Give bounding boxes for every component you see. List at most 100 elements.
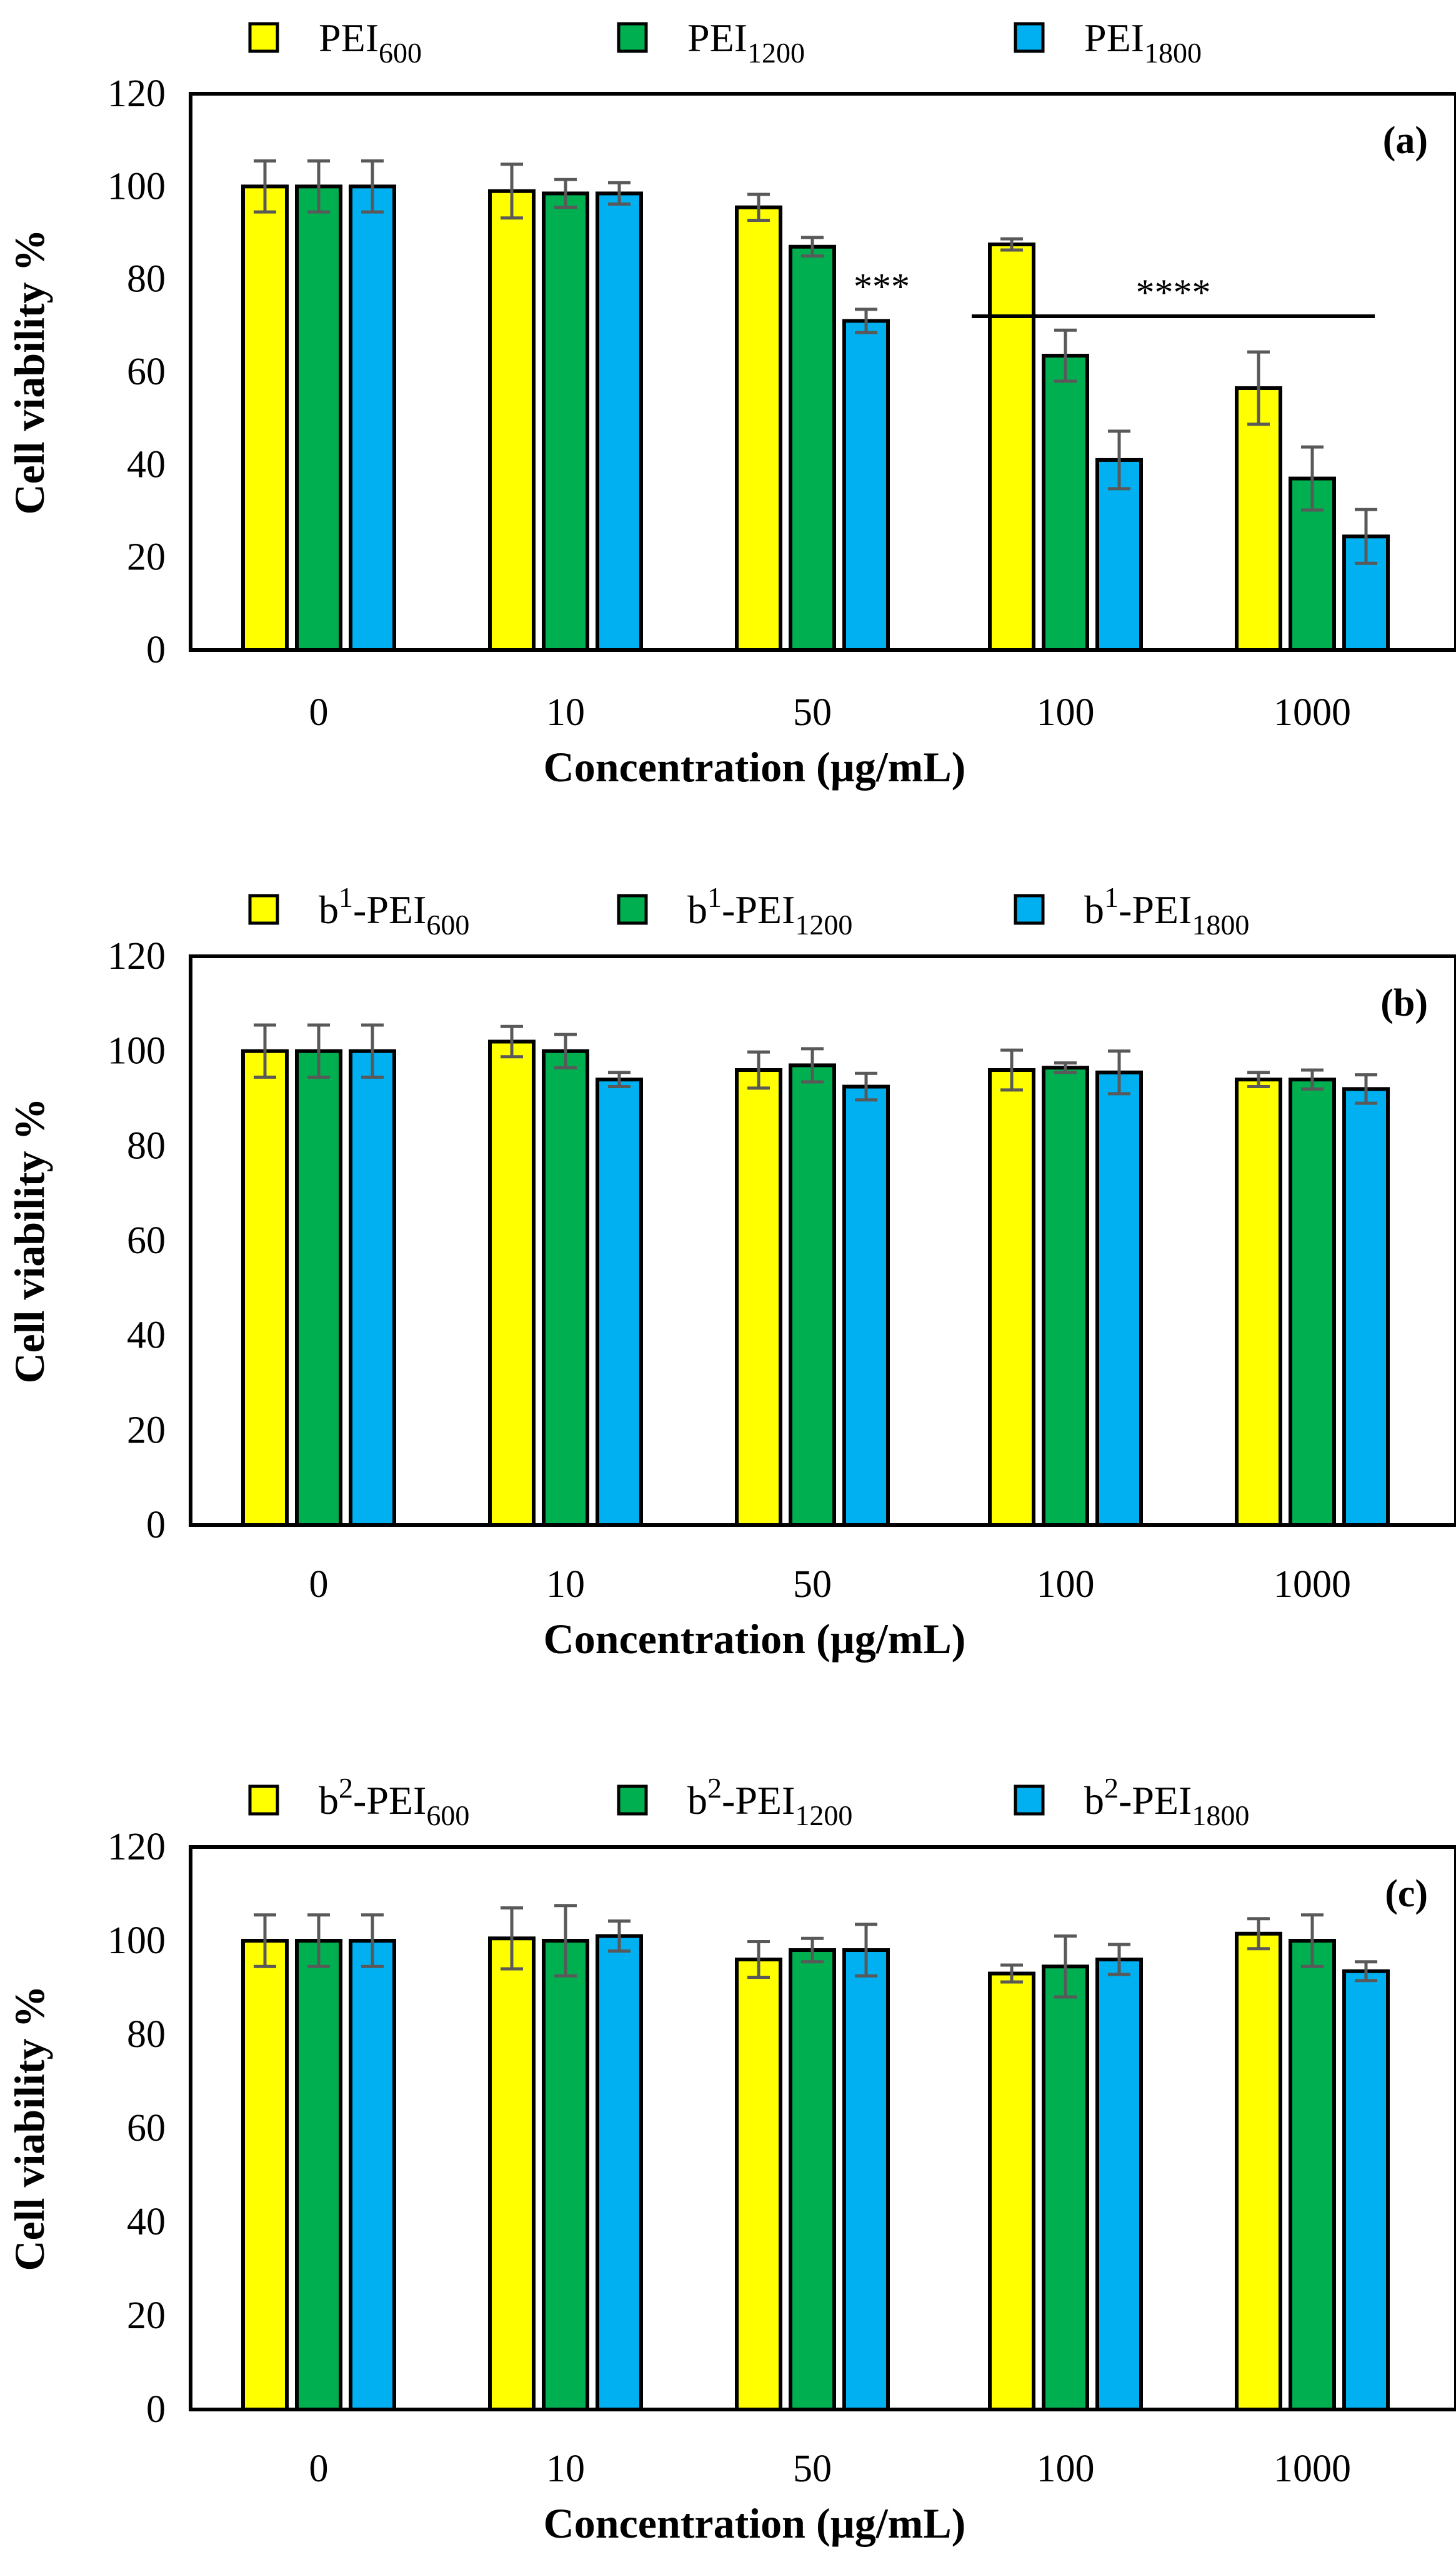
legend-prefix: b <box>687 888 707 932</box>
bar-b2-PEI1800-10 <box>596 1934 643 2411</box>
x-tick-label: 50 <box>793 691 832 734</box>
bar-b2-PEI600-100 <box>988 1971 1035 2411</box>
error-bar <box>747 193 770 222</box>
legend-entry: b2-PEI600 <box>319 1772 469 1831</box>
legend-entry: PEI1200 <box>687 16 805 69</box>
x-tick-label: 0 <box>309 2448 329 2490</box>
y-tick-label: 80 <box>127 2013 166 2056</box>
bar-PEI1200-0 <box>295 184 342 653</box>
bar-b1-PEI1800-50 <box>842 1084 890 1527</box>
legend-base: -PEI <box>1119 888 1192 932</box>
error-bar <box>361 159 384 214</box>
legend-entry: b1-PEI1200 <box>687 881 852 941</box>
legend-swatch <box>1014 1784 1045 1816</box>
bar-b1-PEI1200-100 <box>1042 1066 1089 1528</box>
x-tick-label: 100 <box>1037 691 1095 734</box>
y-tick-label: 60 <box>127 2107 166 2149</box>
error-bar <box>254 159 276 214</box>
bar-b2-PEI1800-50 <box>842 1948 890 2411</box>
y-tick-label: 0 <box>146 629 166 671</box>
bar-PEI1800-100 <box>1095 458 1143 653</box>
x-tick-label: 100 <box>1037 1563 1095 1606</box>
legend-swatch <box>248 22 279 53</box>
error-bar <box>554 1033 577 1069</box>
error-bar <box>855 308 877 334</box>
legend-base: -PEI <box>722 888 795 932</box>
y-tick-label: 40 <box>127 2201 166 2243</box>
error-bar <box>801 1047 824 1084</box>
chart-panel-3: 0 20 40 60 80 100 120 Cell viability % 0 10 50 100 1… <box>6 1772 1456 2547</box>
y-tick-label: 0 <box>146 1504 166 1546</box>
legend-entry: PEI1800 <box>1084 16 1202 69</box>
legend-base: -PEI <box>1119 1778 1192 1823</box>
legend-subscript: 1200 <box>795 909 852 941</box>
legend-base: PEI <box>319 16 379 60</box>
error-bar <box>1301 445 1324 512</box>
y-axis-title: Cell viability % <box>6 1985 53 2271</box>
legend-subscript: 1800 <box>1144 37 1202 69</box>
error-bar <box>1000 237 1023 252</box>
legend-prefix: b <box>687 1778 707 1823</box>
x-tick-label: 50 <box>793 1563 832 1606</box>
error-bar <box>855 1923 877 1978</box>
x-tick-label: 0 <box>309 691 329 734</box>
error-bar <box>554 178 577 209</box>
error-bar <box>801 1936 824 1964</box>
error-bar <box>501 163 523 220</box>
bar-b2-PEI1800-0 <box>349 1939 396 2411</box>
x-tick-label: 100 <box>1037 2448 1095 2490</box>
y-tick-label: 20 <box>127 1409 166 1451</box>
legend-base: PEI <box>687 16 747 60</box>
bar-b2-PEI1200-50 <box>789 1948 836 2411</box>
legend-subscript: 600 <box>379 37 422 69</box>
legend-superscript: 1 <box>339 881 353 913</box>
bar-PEI600-10 <box>488 189 536 652</box>
legend-entry: PEI600 <box>319 16 422 69</box>
error-bar <box>747 1050 770 1090</box>
bar-b1-PEI1800-0 <box>349 1049 396 1527</box>
x-tick-label: 10 <box>546 691 585 734</box>
bar-PEI600-1000 <box>1235 386 1282 652</box>
significance-marker: **** <box>1136 272 1211 313</box>
y-tick-label: 40 <box>127 1314 166 1357</box>
x-tick-label: 1000 <box>1274 2448 1351 2490</box>
legend-entry: b2-PEI1800 <box>1084 1772 1249 1831</box>
bar-b2-PEI1200-1000 <box>1289 1939 1336 2411</box>
legend-superscript: 1 <box>1104 881 1119 913</box>
legend-subscript: 1200 <box>747 37 805 69</box>
x-tick-label: 10 <box>546 1563 585 1606</box>
legend-swatch <box>1014 22 1045 53</box>
bar-b1-PEI600-100 <box>988 1068 1035 1527</box>
bar-b1-PEI1200-0 <box>295 1049 342 1527</box>
error-bar <box>307 1913 330 1968</box>
legend-subscript: 1800 <box>1192 909 1249 941</box>
error-bar <box>608 1919 631 1953</box>
legend: b1-PEI600 b1-PEI1200 b1-PEI1800 <box>248 881 1249 941</box>
y-tick-label: 120 <box>107 935 166 978</box>
legend-entry: b2-PEI1200 <box>687 1772 852 1831</box>
y-tick-label: 20 <box>127 2294 166 2337</box>
x-axis-title: Concentration (µg/mL) <box>544 1615 966 1663</box>
error-bar <box>501 1024 523 1059</box>
x-tick-label: 50 <box>793 2448 832 2490</box>
legend-superscript: 2 <box>707 1772 722 1804</box>
error-bar <box>1108 1943 1130 1976</box>
legend-subscript: 600 <box>426 1799 469 1831</box>
bar-PEI600-50 <box>735 205 782 653</box>
error-bar <box>1301 1913 1324 1968</box>
bar-b2-PEI1800-1000 <box>1342 1969 1390 2411</box>
error-bar <box>855 1071 877 1102</box>
legend-swatch <box>617 22 648 53</box>
y-tick-label: 60 <box>127 351 166 393</box>
x-axis-title: Concentration (µg/mL) <box>544 2499 966 2547</box>
error-bar <box>554 1904 577 1978</box>
bar-b2-PEI1800-100 <box>1095 1958 1143 2411</box>
bar-b1-PEI600-0 <box>241 1049 289 1527</box>
legend-swatch <box>248 894 279 925</box>
legend-subscript: 600 <box>426 909 469 941</box>
chart-panel-1: 0 20 40 60 80 100 120 Cell viability % 0 10 50 100 1… <box>6 16 1456 791</box>
error-bar <box>501 1906 523 1971</box>
bar-b1-PEI1200-1000 <box>1289 1078 1336 1527</box>
bar-PEI1800-10 <box>596 191 643 653</box>
